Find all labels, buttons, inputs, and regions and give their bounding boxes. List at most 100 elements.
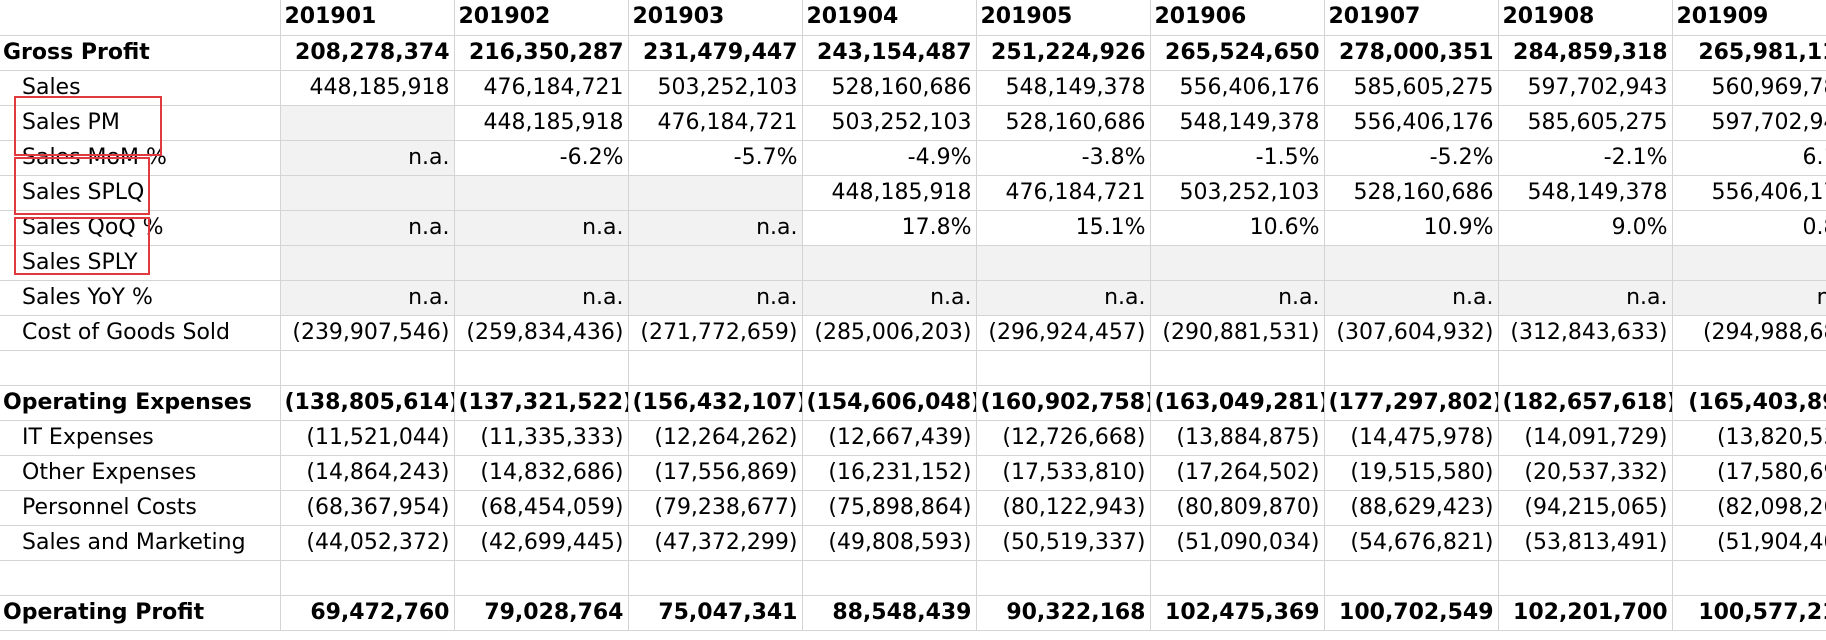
- table-cell[interactable]: 476,184,721: [628, 105, 803, 141]
- period-header[interactable]: 201903: [628, 0, 803, 36]
- table-cell[interactable]: n.a.: [628, 280, 803, 316]
- table-cell[interactable]: (50,519,337): [976, 525, 1151, 561]
- table-cell[interactable]: (271,772,659): [628, 315, 803, 351]
- table-cell[interactable]: [802, 560, 977, 596]
- table-cell[interactable]: 597,702,943: [1498, 70, 1673, 106]
- table-cell[interactable]: (182,657,618): [1498, 385, 1673, 421]
- table-cell[interactable]: -5.7%: [628, 140, 803, 176]
- table-cell[interactable]: n.a.: [976, 280, 1151, 316]
- table-cell[interactable]: n.: [1672, 280, 1826, 316]
- row-label[interactable]: Operating Expenses: [0, 385, 281, 421]
- table-cell[interactable]: (17,264,502): [1150, 455, 1325, 491]
- table-cell[interactable]: (239,907,546): [280, 315, 455, 351]
- table-cell[interactable]: (53,813,491): [1498, 525, 1673, 561]
- table-cell[interactable]: 69,472,760: [280, 595, 455, 631]
- table-cell[interactable]: (160,902,758): [976, 385, 1151, 421]
- table-cell[interactable]: [454, 560, 629, 596]
- table-cell[interactable]: [1150, 350, 1325, 386]
- row-label[interactable]: [0, 560, 281, 596]
- table-cell[interactable]: (16,231,152): [802, 455, 977, 491]
- table-cell[interactable]: (177,297,802): [1324, 385, 1499, 421]
- table-cell[interactable]: (14,832,686): [454, 455, 629, 491]
- table-cell[interactable]: [802, 350, 977, 386]
- table-cell[interactable]: (47,372,299): [628, 525, 803, 561]
- table-cell[interactable]: [976, 245, 1151, 281]
- table-cell[interactable]: (12,726,668): [976, 420, 1151, 456]
- table-cell[interactable]: 548,149,378: [976, 70, 1151, 106]
- period-header[interactable]: 201909: [1672, 0, 1826, 36]
- row-label[interactable]: Sales YoY %: [0, 280, 281, 316]
- table-cell[interactable]: (49,808,593): [802, 525, 977, 561]
- table-cell[interactable]: (12,667,439): [802, 420, 977, 456]
- table-cell[interactable]: 528,160,686: [802, 70, 977, 106]
- table-cell[interactable]: (94,215,065): [1498, 490, 1673, 526]
- table-cell[interactable]: 284,859,318: [1498, 35, 1673, 71]
- header-corner[interactable]: [0, 0, 281, 36]
- row-label[interactable]: Personnel Costs: [0, 490, 281, 526]
- table-cell[interactable]: 102,475,369: [1150, 595, 1325, 631]
- table-cell[interactable]: (294,988,68: [1672, 315, 1826, 351]
- table-cell[interactable]: 448,185,918: [280, 70, 455, 106]
- table-cell[interactable]: 265,981,11: [1672, 35, 1826, 71]
- row-label[interactable]: Sales QoQ %: [0, 210, 281, 246]
- period-header[interactable]: 201901: [280, 0, 455, 36]
- table-cell[interactable]: [454, 245, 629, 281]
- table-cell[interactable]: [1324, 245, 1499, 281]
- table-cell[interactable]: 243,154,487: [802, 35, 977, 71]
- table-cell[interactable]: [280, 175, 455, 211]
- table-cell[interactable]: [628, 245, 803, 281]
- table-cell[interactable]: [280, 105, 455, 141]
- table-cell[interactable]: 265,524,650: [1150, 35, 1325, 71]
- table-cell[interactable]: [1672, 350, 1826, 386]
- table-cell[interactable]: 9.0%: [1498, 210, 1673, 246]
- table-cell[interactable]: 102,201,700: [1498, 595, 1673, 631]
- table-cell[interactable]: [1498, 245, 1673, 281]
- table-cell[interactable]: (14,091,729): [1498, 420, 1673, 456]
- table-cell[interactable]: -5.2%: [1324, 140, 1499, 176]
- table-cell[interactable]: [1150, 245, 1325, 281]
- table-cell[interactable]: [1672, 560, 1826, 596]
- table-cell[interactable]: (20,537,332): [1498, 455, 1673, 491]
- table-cell[interactable]: (285,006,203): [802, 315, 977, 351]
- table-cell[interactable]: 90,322,168: [976, 595, 1151, 631]
- table-cell[interactable]: 585,605,275: [1498, 105, 1673, 141]
- table-cell[interactable]: n.a.: [454, 280, 629, 316]
- period-header[interactable]: 201904: [802, 0, 977, 36]
- row-label[interactable]: Other Expenses: [0, 455, 281, 491]
- table-cell[interactable]: (163,049,281): [1150, 385, 1325, 421]
- table-cell[interactable]: (79,238,677): [628, 490, 803, 526]
- table-cell[interactable]: 0.8: [1672, 210, 1826, 246]
- period-header[interactable]: 201907: [1324, 0, 1499, 36]
- table-cell[interactable]: -1.5%: [1150, 140, 1325, 176]
- table-cell[interactable]: [280, 350, 455, 386]
- table-cell[interactable]: n.a.: [802, 280, 977, 316]
- table-cell[interactable]: (51,904,40: [1672, 525, 1826, 561]
- table-cell[interactable]: [976, 560, 1151, 596]
- table-cell[interactable]: 278,000,351: [1324, 35, 1499, 71]
- table-cell[interactable]: n.a.: [1498, 280, 1673, 316]
- table-cell[interactable]: [802, 245, 977, 281]
- table-cell[interactable]: [628, 560, 803, 596]
- table-cell[interactable]: (80,809,870): [1150, 490, 1325, 526]
- table-cell[interactable]: (51,090,034): [1150, 525, 1325, 561]
- row-label[interactable]: Sales PM: [0, 105, 281, 141]
- table-cell[interactable]: n.a.: [454, 210, 629, 246]
- table-cell[interactable]: [454, 175, 629, 211]
- table-cell[interactable]: (68,454,059): [454, 490, 629, 526]
- table-cell[interactable]: [1150, 560, 1325, 596]
- table-cell[interactable]: n.a.: [280, 140, 455, 176]
- table-cell[interactable]: [454, 350, 629, 386]
- table-cell[interactable]: 585,605,275: [1324, 70, 1499, 106]
- table-cell[interactable]: 15.1%: [976, 210, 1151, 246]
- table-cell[interactable]: (296,924,457): [976, 315, 1151, 351]
- table-cell[interactable]: (54,676,821): [1324, 525, 1499, 561]
- table-cell[interactable]: 6.1: [1672, 140, 1826, 176]
- table-cell[interactable]: [976, 350, 1151, 386]
- table-cell[interactable]: 100,702,549: [1324, 595, 1499, 631]
- row-label[interactable]: Sales: [0, 70, 281, 106]
- table-cell[interactable]: 503,252,103: [1150, 175, 1325, 211]
- table-cell[interactable]: 208,278,374: [280, 35, 455, 71]
- table-cell[interactable]: 251,224,926: [976, 35, 1151, 71]
- row-label[interactable]: [0, 350, 281, 386]
- table-cell[interactable]: 597,702,94: [1672, 105, 1826, 141]
